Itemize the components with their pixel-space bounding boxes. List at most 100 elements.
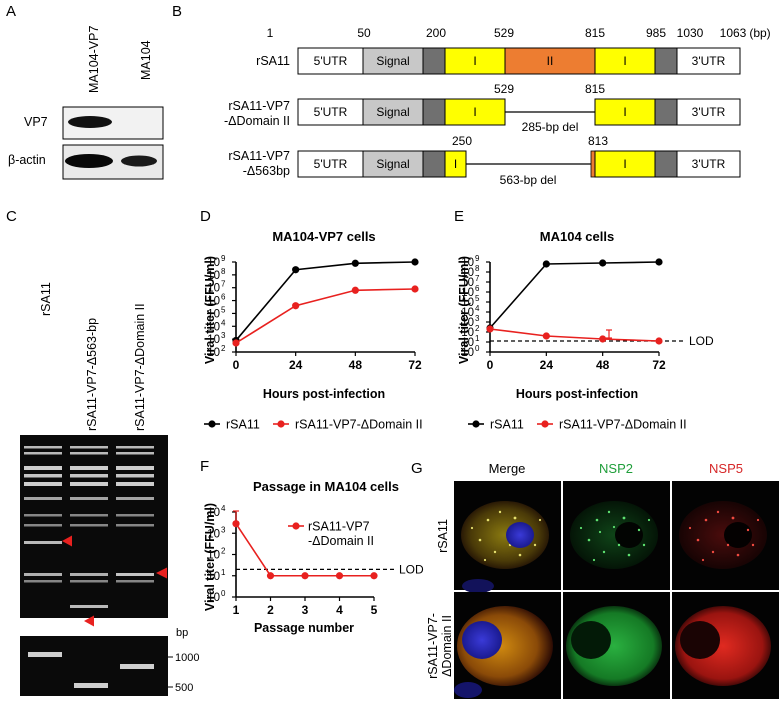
chart-e-ylabel: Viral titer (FFU/ml) <box>457 256 471 364</box>
y-tick-exponent: 5 <box>221 305 226 314</box>
series-line <box>235 288 416 344</box>
pos-815-c2: 815 <box>585 82 605 96</box>
y-tick-label: 10 <box>207 283 220 295</box>
lod-label: LOD <box>689 334 714 348</box>
series-line <box>489 261 660 329</box>
chart-e-title: MA104 cells <box>540 229 614 244</box>
segment-5utr <box>297 98 364 126</box>
legend-label: rSA11 <box>226 418 260 432</box>
segment-label-domain-i-left: I <box>473 54 476 68</box>
panel-letter-b: B <box>172 3 182 20</box>
pos-813-c3: 813 <box>588 134 608 148</box>
bp-position-985: 985 <box>646 26 666 40</box>
gel-lane-1-bands <box>24 446 62 583</box>
x-tick-label: 5 <box>371 603 378 617</box>
y-tick-label: 10 <box>461 337 474 349</box>
segment-gray-1 <box>422 47 446 75</box>
y-tick-label: 10 <box>207 528 220 540</box>
bp-position-1030: 1030 <box>677 26 704 40</box>
panel-b: B 1 50 200 529 815 985 1030 1063 (bp) rS… <box>172 3 771 187</box>
y-tick-label: 10 <box>207 550 220 562</box>
y-tick-exponent: 4 <box>221 504 226 513</box>
gel-lane-label-domain-ii: rSA11-VP7-ΔDomain II <box>133 303 147 431</box>
column-label-merge: Merge <box>489 461 526 476</box>
segment-label-signal: Signal <box>376 105 409 119</box>
segment-3utr <box>676 150 741 178</box>
data-point <box>351 259 359 267</box>
segment-signal <box>362 150 424 178</box>
arrowhead-563 <box>84 615 94 627</box>
chart-f-plot: 10 010 110 210 310 41 2 3 4 5LODrSA11-VP7-ΔDomain… <box>207 504 424 617</box>
y-tick-exponent: 9 <box>475 254 480 263</box>
panel-e: E MA104 cells Viral titer (FFU/ml) Hours… <box>454 208 714 432</box>
segment-label-5utr: 5'UTR <box>314 105 348 119</box>
blot-actin-band-1 <box>65 154 113 168</box>
pos-529-c2: 529 <box>494 82 514 96</box>
y-tick-label: 10 <box>461 317 474 329</box>
segment-label-domain-ii: II <box>547 54 554 68</box>
y-tick-exponent: 3 <box>221 525 226 534</box>
panel-letter-d: D <box>200 208 211 225</box>
segment-label-signal: Signal <box>376 157 409 171</box>
segment-label-domain-i-left: I <box>473 105 476 119</box>
y-tick-label: 10 <box>207 571 220 583</box>
y-tick-label: 10 <box>461 307 474 319</box>
y-tick-label: 10 <box>207 296 220 308</box>
micrograph-rsa11-merge <box>454 481 561 593</box>
bp-marker-unit: bp <box>176 627 188 639</box>
row-label-rsa11: rSA11 <box>436 519 450 553</box>
x-tick-label: 4 <box>336 603 343 617</box>
y-tick-exponent: 2 <box>475 324 480 333</box>
data-point <box>370 572 378 580</box>
x-tick-label: 24 <box>540 358 554 372</box>
y-tick-label: 10 <box>461 267 474 279</box>
chart-d-xlabel: Hours post-infection <box>263 387 385 401</box>
data-point <box>486 325 494 333</box>
y-tick-label: 10 <box>461 287 474 299</box>
chart-d-title: MA104-VP7 cells <box>272 229 375 244</box>
construct-name-domain-ii-line1: rSA11-VP7 <box>228 99 290 113</box>
panel-letter-a: A <box>6 3 16 20</box>
blot-row-label-beta-actin: β-actin <box>8 153 46 167</box>
data-point <box>599 259 607 267</box>
legend-swatch-marker <box>541 420 549 428</box>
x-tick-label: 2 <box>267 603 274 617</box>
deletion-label-285: 285-bp del <box>522 120 579 134</box>
y-tick-exponent: 1 <box>221 568 226 577</box>
data-point <box>542 332 550 340</box>
y-tick-label: 10 <box>461 277 474 289</box>
y-tick-label: 10 <box>207 308 220 320</box>
y-tick-label: 10 <box>207 334 220 346</box>
segment-label-3utr: 3'UTR <box>692 105 726 119</box>
gel-lane-label-rsa11: rSA11 <box>39 282 53 316</box>
segment-label-domain-i-left: I <box>454 157 457 171</box>
segment-5utr <box>297 47 364 75</box>
x-tick-label: 48 <box>596 358 610 372</box>
y-tick-label: 10 <box>461 347 474 359</box>
data-point <box>411 258 419 266</box>
segment-3utr <box>676 47 741 75</box>
y-tick-exponent: 2 <box>221 344 226 353</box>
segment-signal <box>362 98 424 126</box>
chart-e-plot: 10 010 110 210 310 410 510 610 710 810 90 24 48 72LOD… <box>461 254 714 432</box>
bp-position-529: 529 <box>494 26 514 40</box>
y-tick-label: 10 <box>461 257 474 269</box>
data-point <box>301 572 309 580</box>
chart-f-ylabel: Viral titer (FFU/ml) <box>203 503 217 611</box>
x-tick-label: 0 <box>233 358 240 372</box>
column-label-nsp5: NSP5 <box>709 461 743 476</box>
segment-label-domain-i-right: I <box>623 105 626 119</box>
legend-swatch-marker <box>292 522 300 530</box>
segment-label-5utr: 5'UTR <box>314 54 348 68</box>
segment-label-domain-i-right: I <box>623 157 626 171</box>
panel-g: G Merge NSP2 NSP5 rSA11 rSA11-VP7- ΔDoma… <box>411 460 779 699</box>
construct-name-563-line1: rSA11-VP7 <box>228 149 290 163</box>
segment-gray-1 <box>422 150 446 178</box>
panel-letter-c: C <box>6 208 17 225</box>
y-tick-exponent: 6 <box>475 284 480 293</box>
bp-position-50: 50 <box>357 26 371 40</box>
y-tick-exponent: 0 <box>221 589 226 598</box>
construct-name-rsa11: rSA11 <box>256 54 290 68</box>
y-tick-label: 10 <box>207 321 220 333</box>
